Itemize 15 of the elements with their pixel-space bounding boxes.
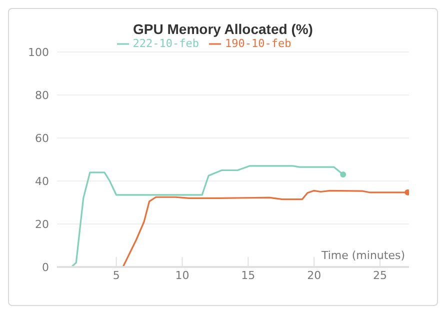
x-tick-label: 10 [175,268,190,282]
x-tick-label: 25 [372,268,387,282]
y-tick-label: 60 [35,132,49,145]
legend-label: 222-10-feb [132,37,199,50]
x-tick-label: 20 [307,268,322,282]
x-tick-label: 5 [112,268,120,282]
y-tick-label: 40 [35,174,49,188]
x-tick-label: 15 [241,268,256,282]
legend-label: 190-10-feb [225,37,292,50]
y-tick-label: 80 [35,88,49,102]
x-axis-title: Time (minutes) [320,249,405,262]
y-tick-label: 100 [28,46,49,59]
y-tick-label: 20 [35,218,49,231]
chart-title: GPU Memory Allocated (%) [132,20,314,37]
y-tick-label: 0 [42,260,49,274]
